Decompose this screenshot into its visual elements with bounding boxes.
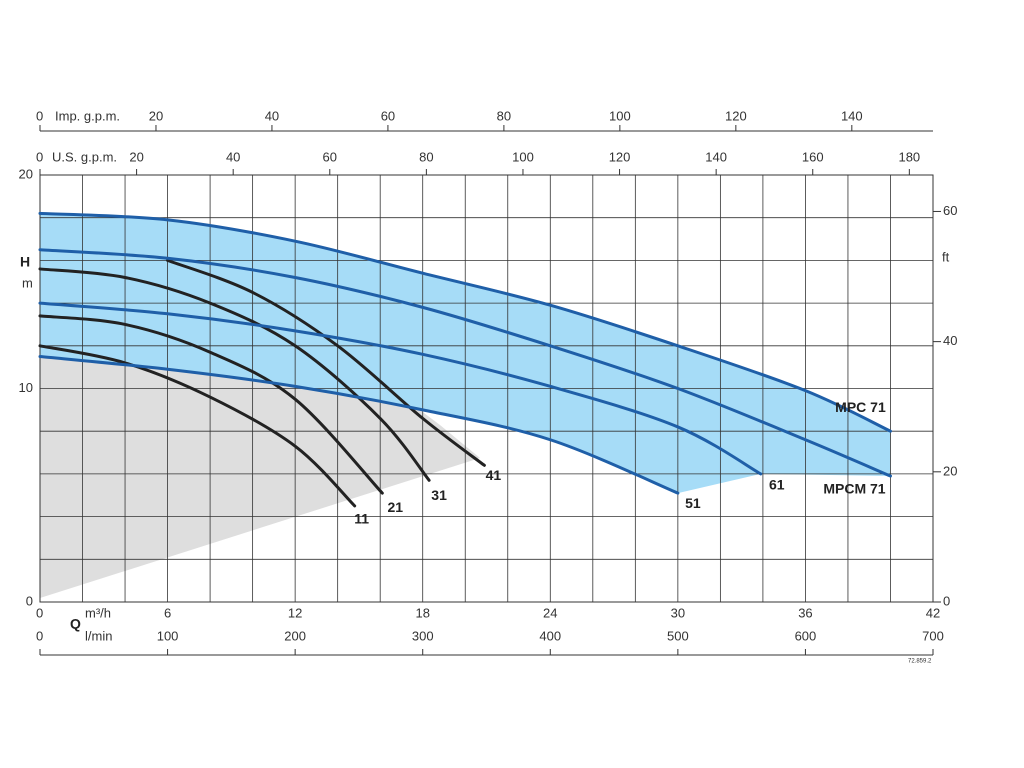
y-tick-label: 10 <box>19 380 33 395</box>
x-tick-label: 40 <box>226 149 240 164</box>
x-axis-label: m³/h <box>85 605 111 620</box>
x-tick-label: 0 <box>36 628 43 643</box>
x-tick-label: 60 <box>323 149 337 164</box>
x-tick-label: 600 <box>795 628 817 643</box>
curve <box>38 211 892 433</box>
plot-frame <box>39 174 934 603</box>
x-tick-label: 80 <box>497 108 511 123</box>
x-axis-label: Imp. g.p.m. <box>55 108 120 123</box>
x-tick-label: 300 <box>412 628 434 643</box>
curve-label: MPCM 71 <box>823 481 885 497</box>
y2-axis-label: ft <box>942 249 950 264</box>
y-axis-label: H <box>20 254 30 270</box>
y-tick-label: 20 <box>19 166 33 181</box>
x-tick-label: 18 <box>415 605 429 620</box>
y-axis-unit: m <box>22 275 33 290</box>
x-tick-label: 6 <box>164 605 171 620</box>
x-tick-label: 140 <box>705 149 727 164</box>
x-tick-label: 120 <box>725 108 747 123</box>
curve <box>38 354 680 495</box>
x-axis-label: U.S. g.p.m. <box>52 149 117 164</box>
y2-tick-label: 40 <box>943 333 957 348</box>
x-tick-label: 60 <box>381 108 395 123</box>
curve <box>38 314 384 495</box>
x-tick-label: 160 <box>802 149 824 164</box>
x-tick-label: 42 <box>926 605 940 620</box>
curve-label: 41 <box>486 467 502 483</box>
x-tick-label: 12 <box>288 605 302 620</box>
curve-label: 31 <box>431 487 447 503</box>
y2-tick-label: 60 <box>943 203 957 218</box>
x-tick-label: 100 <box>512 149 534 164</box>
x-tick-label: 24 <box>543 605 557 620</box>
curve <box>166 258 486 467</box>
x-tick-label: 0 <box>36 108 43 123</box>
curve-label: 11 <box>354 511 369 527</box>
y2-tick-label: 20 <box>943 463 957 478</box>
x-tick-label: 20 <box>129 149 143 164</box>
curve-label: 21 <box>388 499 404 515</box>
curve-label: 61 <box>769 477 785 493</box>
x-tick-label: 200 <box>284 628 306 643</box>
x-tick-label: 100 <box>157 628 179 643</box>
curve <box>38 301 763 476</box>
x-tick-label: 36 <box>798 605 812 620</box>
x-tick-label: 700 <box>922 628 944 643</box>
x-axis-label: l/min <box>85 628 112 643</box>
curve <box>38 248 892 478</box>
x-tick-label: 140 <box>841 108 863 123</box>
x-tick-label: 500 <box>667 628 689 643</box>
curve <box>38 267 431 482</box>
y2-tick-label: 0 <box>943 593 950 608</box>
x-tick-label: 120 <box>609 149 631 164</box>
y-tick-label: 0 <box>26 593 33 608</box>
x-tick-label: 180 <box>898 149 920 164</box>
curve-label: 51 <box>685 495 701 511</box>
curve-label: MPC 71 <box>835 399 886 415</box>
x-tick-label: 80 <box>419 149 433 164</box>
code: 72.859.2 <box>908 659 932 665</box>
x-tick-label: 100 <box>609 108 631 123</box>
x-tick-label: 40 <box>265 108 279 123</box>
x-tick-label: 0 <box>36 605 43 620</box>
x-tick-label: 30 <box>671 605 685 620</box>
x-tick-label: 20 <box>149 108 163 123</box>
curve <box>38 344 357 508</box>
x-tick-label: 400 <box>539 628 561 643</box>
q-label: Q <box>70 616 81 632</box>
x-tick-label: 0 <box>36 149 43 164</box>
